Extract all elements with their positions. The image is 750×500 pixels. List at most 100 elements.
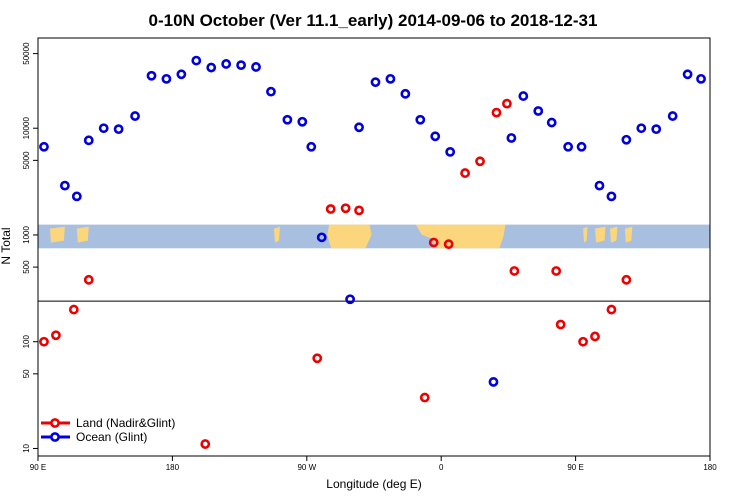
y-tick-label: 1000	[22, 226, 31, 244]
land-point	[325, 204, 336, 214]
ocean-point	[98, 123, 109, 134]
x-axis-label: Longitude (deg E)	[326, 477, 421, 491]
land-point	[590, 331, 600, 342]
ocean-point	[297, 116, 308, 127]
ocean-point	[370, 77, 381, 88]
land-mass	[327, 224, 372, 249]
ocean-point	[682, 69, 693, 80]
legend-land-marker	[50, 418, 60, 428]
land-point	[509, 266, 520, 276]
x-axis: 90 E 180 90 W 0 90 E 180	[30, 456, 717, 472]
ocean-point	[621, 134, 632, 145]
land-point	[555, 319, 566, 330]
land-point	[354, 205, 364, 216]
land-mass	[609, 226, 618, 243]
y-tick-label: 50	[22, 369, 31, 378]
ocean-point	[191, 55, 202, 66]
land-point	[68, 304, 79, 315]
x-tick-label: 90 E	[567, 463, 583, 472]
y-tick-label: 10	[22, 443, 31, 452]
ocean-point	[316, 232, 327, 243]
ocean-point	[59, 180, 70, 191]
x-tick-label: 90 E	[30, 463, 46, 472]
land-point	[428, 237, 439, 248]
ocean-point	[221, 59, 232, 69]
land-point	[340, 203, 351, 214]
x-tick-label: 90 W	[297, 463, 316, 472]
ocean-point	[354, 122, 364, 133]
ocean-point	[576, 141, 587, 152]
ocean-point	[651, 124, 662, 135]
ocean-point	[594, 180, 605, 191]
x-tick-label: 180	[166, 463, 180, 472]
ocean-point	[345, 294, 356, 305]
ocean-point	[176, 69, 187, 80]
ocean-point	[636, 123, 647, 134]
legend-land-label: Land (Nadir&Glint)	[76, 416, 175, 430]
y-tick-label: 10000	[22, 117, 31, 140]
ocean-point	[71, 191, 82, 202]
land-point	[578, 336, 588, 347]
land-point	[419, 392, 430, 403]
y-tick-label: 50000	[22, 42, 31, 65]
ocean-point	[415, 114, 426, 125]
ocean-point	[400, 88, 411, 99]
land-point	[39, 336, 49, 347]
ocean-point	[282, 114, 293, 125]
ocean-point	[266, 86, 276, 97]
land-point	[491, 107, 502, 118]
ocean-point	[83, 135, 94, 146]
land-point	[475, 156, 485, 167]
x-tick-label: 0	[439, 463, 444, 472]
land-mass	[595, 226, 606, 243]
legend-ocean-label: Ocean (Glint)	[76, 430, 147, 444]
ocean-point	[546, 117, 557, 128]
y-axis: 10 50 100 500 1000 5000 10000 50000	[22, 42, 38, 453]
ocean-point	[385, 73, 396, 84]
land-point	[312, 353, 323, 364]
ocean-strip	[38, 224, 710, 249]
ocean-point	[488, 377, 499, 387]
ocean-point	[113, 124, 124, 135]
y-tick-label: 5000	[22, 151, 31, 169]
land-point	[200, 439, 211, 449]
land-point	[51, 330, 61, 341]
land-point	[621, 274, 632, 285]
y-axis-label: N Total	[0, 227, 13, 264]
ocean-point	[251, 62, 261, 72]
land-point	[443, 239, 454, 250]
ocean-point	[445, 146, 456, 157]
land-point	[502, 98, 512, 109]
land-mass	[583, 226, 588, 243]
ocean-point	[696, 73, 706, 84]
ocean-point	[667, 111, 678, 121]
land-mass	[273, 226, 280, 243]
ocean-point	[506, 133, 517, 143]
land-point	[460, 168, 470, 178]
data-points	[39, 55, 706, 449]
land-mass	[76, 226, 89, 243]
ocean-point	[606, 191, 617, 202]
plot-frame	[37, 37, 711, 457]
ocean-point	[533, 106, 544, 116]
ocean-point	[430, 131, 441, 142]
ocean-point	[306, 141, 317, 152]
ocean-point	[518, 91, 529, 101]
land-point	[606, 304, 617, 315]
ocean-point	[206, 62, 217, 73]
legend-ocean-marker	[50, 432, 60, 442]
ocean-point	[236, 60, 246, 71]
land-point	[551, 266, 562, 276]
y-tick-label: 100	[22, 334, 31, 348]
land-mass	[624, 226, 633, 243]
ocean-point	[39, 141, 49, 152]
legend: Land (Nadir&Glint) Ocean (Glint)	[41, 416, 175, 444]
map-inset	[38, 224, 710, 249]
land-point	[83, 274, 94, 285]
chart-title: 0-10N October (Ver 11.1_early) 2014-09-0…	[149, 11, 598, 30]
ocean-point	[161, 73, 172, 84]
ocean-point	[130, 111, 140, 121]
land-mass	[49, 226, 65, 243]
ocean-point	[563, 141, 574, 152]
